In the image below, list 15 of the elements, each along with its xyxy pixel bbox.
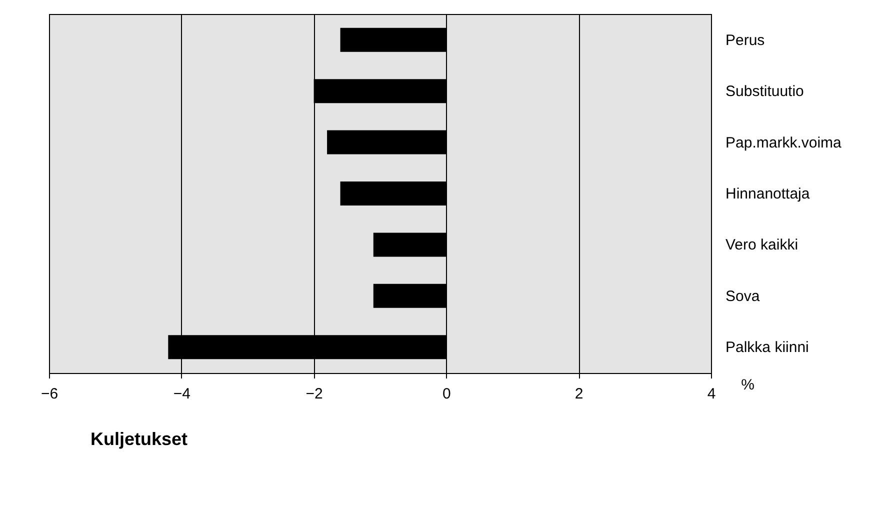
- x-axis-title: %: [741, 376, 754, 394]
- y-tick-label: Substituutio: [726, 83, 804, 100]
- y-tick-label: Sova: [726, 288, 760, 305]
- x-tick-label: 2: [574, 386, 584, 402]
- text: Kuljetukset: [90, 429, 188, 449]
- y-tick-label: Palkka kiinni: [726, 339, 809, 356]
- x-tick-label: −2: [306, 386, 323, 402]
- y-tick-label: Hinnanottaja: [726, 186, 810, 202]
- y-tick-label: Vero kaikki: [726, 236, 798, 254]
- y-tick-label: Pap.markk.voima: [726, 134, 842, 152]
- y-tick-label: Perus: [726, 32, 765, 49]
- x-tick-label: 4: [707, 386, 716, 402]
- x-tick-label: −4: [173, 386, 190, 402]
- x-tick-label: 0: [442, 386, 451, 402]
- x-tick-label: −6: [40, 386, 58, 402]
